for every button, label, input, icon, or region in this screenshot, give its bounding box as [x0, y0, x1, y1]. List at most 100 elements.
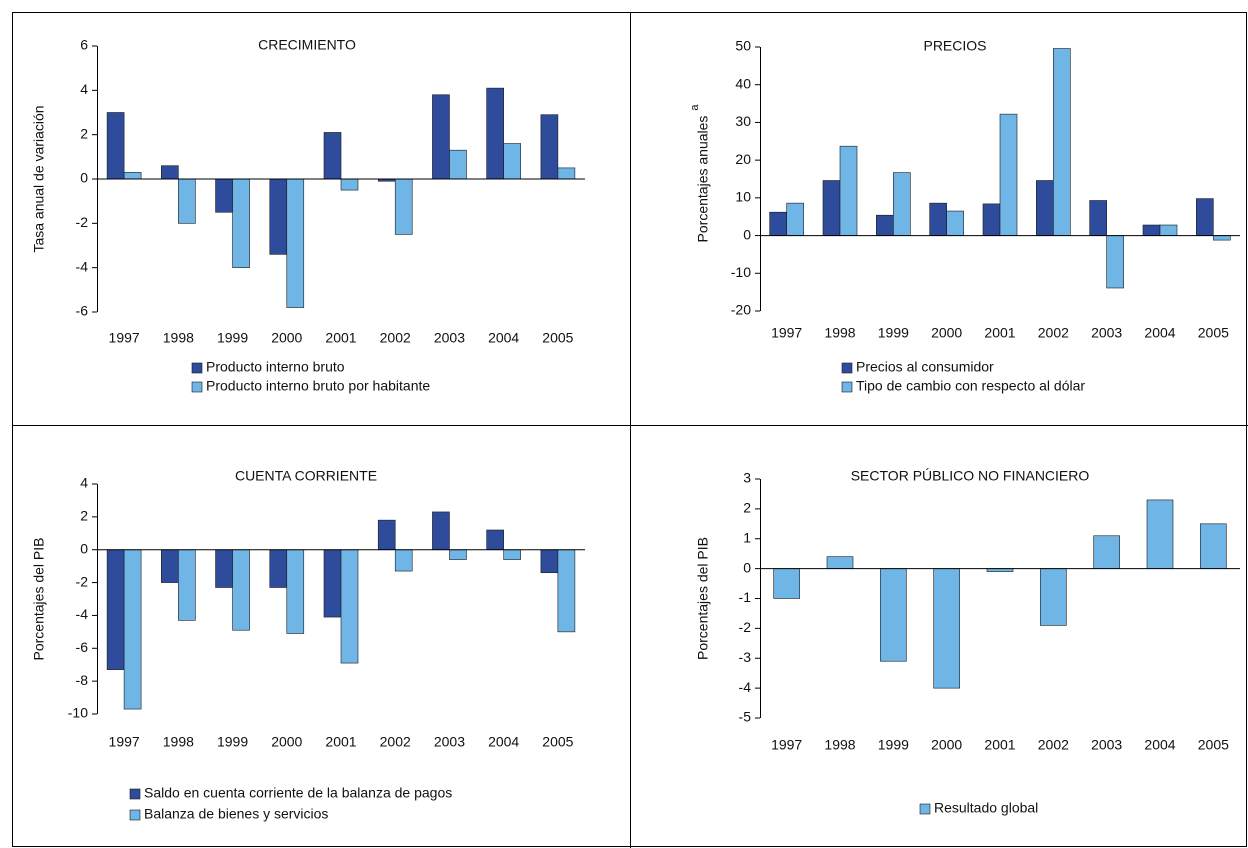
x-tick-label: 2004	[1144, 325, 1175, 341]
y-axis-label: Porcentajes del PIB	[31, 538, 47, 661]
legend-label: Precios al consumidor	[856, 359, 994, 375]
y-tick-label: 0	[80, 170, 88, 186]
x-tick-label: 2002	[380, 734, 411, 750]
bar	[123, 549, 142, 710]
y-tick-label: -3	[739, 649, 752, 665]
x-tick-label: 1997	[771, 737, 802, 753]
x-tick-label: 2004	[488, 330, 519, 346]
bar	[340, 549, 359, 664]
bar	[161, 165, 179, 180]
legend-swatch	[919, 803, 931, 815]
bar	[503, 549, 521, 560]
x-tick-label: 1998	[163, 734, 194, 750]
bar	[161, 549, 179, 583]
bar	[178, 549, 196, 621]
legend-swatch	[841, 381, 853, 393]
y-tick-label: -1	[739, 589, 752, 605]
y-tick-label: -5	[739, 709, 752, 725]
x-tick-label: 2005	[542, 734, 573, 750]
bar	[1196, 198, 1214, 236]
bar	[323, 132, 342, 180]
x-tick-label: 2003	[1091, 737, 1122, 753]
y-tick-label: 6	[80, 37, 88, 53]
y-axis-label: Tasa anual de variación	[31, 105, 47, 252]
chart-title: PRECIOS	[923, 38, 986, 54]
y-tick-label: -6	[76, 639, 89, 655]
x-tick-label: 2003	[434, 330, 465, 346]
legend-swatch	[129, 788, 141, 800]
bar	[1146, 499, 1174, 569]
y-tick-label: 2	[80, 508, 88, 524]
legend-label: Producto interno bruto	[206, 359, 345, 375]
x-tick-label: 2002	[380, 330, 411, 346]
bar	[773, 568, 800, 599]
chart-title: CUENTA CORRIENTE	[235, 468, 377, 484]
y-tick-label: 20	[735, 151, 751, 167]
bar	[340, 178, 359, 191]
y-tick-label: -10	[731, 264, 751, 280]
legend-swatch	[129, 809, 141, 821]
bar	[786, 202, 804, 236]
y-tick-label: 50	[735, 38, 751, 54]
y-tick-label: -4	[76, 606, 89, 622]
x-tick-label: 2001	[984, 325, 1015, 341]
x-tick-label: 1998	[824, 325, 855, 341]
bar	[432, 511, 450, 551]
bar	[999, 113, 1018, 236]
x-tick-label: 1999	[217, 330, 248, 346]
bar	[377, 519, 396, 551]
chart-title: SECTOR PÚBLICO NO FINANCIERO	[851, 468, 1090, 484]
x-tick-label: 2001	[325, 330, 356, 346]
y-tick-label: 2	[743, 500, 751, 516]
bar	[1159, 224, 1178, 236]
bar	[1200, 523, 1227, 569]
y-tick-label: 4	[80, 81, 88, 97]
x-tick-label: 2002	[1038, 325, 1069, 341]
bar	[503, 143, 521, 180]
bar	[982, 203, 1001, 236]
bar	[540, 114, 559, 180]
y-tick-label: 3	[743, 470, 751, 486]
bar	[286, 178, 305, 308]
legend-swatch	[841, 362, 853, 374]
bar	[1213, 235, 1231, 241]
bar	[880, 568, 907, 662]
x-tick-label: 2005	[1198, 737, 1229, 753]
x-tick-label: 1998	[163, 330, 194, 346]
bar	[1106, 235, 1124, 289]
y-tick-label: -8	[76, 672, 89, 688]
y-tick-label: 30	[735, 113, 751, 129]
y-tick-label: -10	[68, 705, 88, 721]
x-tick-label: 1998	[824, 737, 855, 753]
x-tick-label: 2001	[984, 737, 1015, 753]
legend-label: Producto interno bruto por habitante	[206, 378, 430, 394]
bar	[876, 214, 894, 236]
bar	[178, 178, 196, 224]
y-tick-label: 10	[735, 189, 751, 205]
x-tick-label: 2000	[931, 325, 962, 341]
bar	[394, 549, 413, 572]
bar	[826, 556, 854, 569]
x-tick-label: 1999	[878, 737, 909, 753]
x-tick-label: 2001	[325, 734, 356, 750]
bar	[557, 549, 576, 633]
bar	[486, 87, 504, 180]
x-tick-label: 1999	[217, 734, 248, 750]
y-tick-label: -2	[739, 619, 752, 635]
x-tick-label: 2000	[271, 330, 302, 346]
bar	[486, 529, 504, 551]
y-tick-label: 0	[743, 226, 751, 242]
x-tick-label: 2003	[434, 734, 465, 750]
bar	[215, 178, 233, 213]
bar	[839, 145, 858, 236]
bar	[1036, 180, 1054, 236]
legend-swatch	[191, 362, 203, 374]
y-tick-label: -2	[76, 573, 89, 589]
y-tick-label: 0	[743, 559, 751, 575]
y-tick-label: -4	[739, 679, 752, 695]
y-axis-label: Porcentajes del PIB	[695, 537, 711, 660]
bar	[769, 211, 787, 236]
bar	[123, 172, 142, 180]
x-tick-label: 1997	[109, 734, 140, 750]
